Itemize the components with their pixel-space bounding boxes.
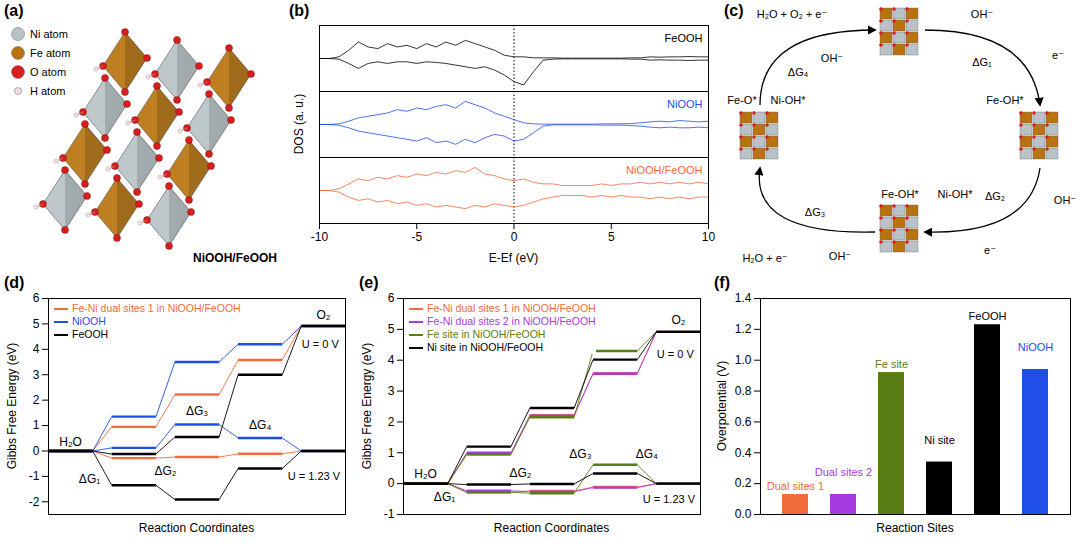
html-text:E-Ef (eV): E-Ef (eV) — [488, 251, 539, 265]
html-text:Reaction Coordinates: Reaction Coordinates — [493, 521, 610, 535]
svg-text:1: 1 — [33, 418, 40, 432]
svg-text:0.6: 0.6 — [735, 415, 752, 429]
svg-text:U = 0 V: U = 0 V — [302, 338, 340, 350]
svg-text:-2: -2 — [29, 495, 40, 509]
svg-text:H₂O: H₂O — [59, 435, 82, 449]
html-text:(e): (e) — [359, 274, 379, 291]
svg-text:6: 6 — [388, 291, 395, 305]
html-text:DOS (a. u.): DOS (a. u.) — [292, 93, 306, 155]
svg-text:1.4: 1.4 — [735, 291, 752, 305]
svg-text:5: 5 — [608, 230, 615, 244]
svg-text:-1: -1 — [29, 469, 40, 483]
svg-text:3: 3 — [33, 368, 40, 382]
svg-text:0.4: 0.4 — [735, 446, 752, 460]
html-text:Gibbs Free Energy (eV): Gibbs Free Energy (eV) — [360, 342, 374, 470]
svg-text:Ni-OH*: Ni-OH* — [938, 188, 974, 200]
svg-text:5: 5 — [388, 322, 395, 336]
svg-text:10: 10 — [702, 230, 716, 244]
html-text:Gibbs Free Energy (eV): Gibbs Free Energy (eV) — [5, 342, 19, 470]
svg-text:ΔG₄: ΔG₄ — [788, 66, 809, 78]
svg-text:O₂: O₂ — [671, 313, 685, 327]
html-text:Fe-Ni dual sites 1 in NiOOH/Fe: Fe-Ni dual sites 1 in NiOOH/FeOOH — [72, 302, 241, 314]
svg-text:Ni atom: Ni atom — [30, 28, 68, 40]
html-text:Overpotential (V): Overpotential (V) — [715, 360, 729, 452]
svg-text:Fe-O*: Fe-O* — [727, 94, 757, 106]
svg-text:0: 0 — [511, 230, 518, 244]
html-text:NiOOH: NiOOH — [72, 315, 106, 327]
svg-text:-1: -1 — [384, 507, 395, 521]
svg-text:Fe-OH*: Fe-OH* — [986, 94, 1024, 106]
html-text:Fe-Ni dual sites 2 in NiOOH/Fe: Fe-Ni dual sites 2 in NiOOH/FeOOH — [427, 315, 596, 327]
svg-text:0.8: 0.8 — [735, 384, 752, 398]
svg-text:e⁻: e⁻ — [984, 244, 996, 256]
svg-text:1.0: 1.0 — [735, 353, 752, 367]
svg-text:ΔG₄: ΔG₄ — [249, 418, 271, 432]
svg-text:Fe atom: Fe atom — [30, 47, 70, 59]
svg-text:NiOOH/FeOOH: NiOOH/FeOOH — [626, 164, 702, 176]
svg-text:3: 3 — [388, 384, 395, 398]
svg-text:OH⁻: OH⁻ — [971, 8, 994, 20]
html-text:(b): (b) — [289, 2, 310, 19]
svg-text:2: 2 — [388, 415, 395, 429]
svg-text:O atom: O atom — [30, 66, 66, 78]
svg-text:ΔG₃: ΔG₃ — [569, 447, 591, 461]
svg-text:-5: -5 — [411, 230, 422, 244]
svg-text:Dual sites 2: Dual sites 2 — [815, 466, 872, 478]
svg-text:NiOOH: NiOOH — [667, 98, 703, 110]
svg-text:OH⁻: OH⁻ — [829, 250, 852, 262]
svg-text:Fe site: Fe site — [875, 358, 908, 370]
svg-text:U = 1.23 V: U = 1.23 V — [643, 493, 696, 505]
svg-text:ΔG₃: ΔG₃ — [805, 206, 825, 218]
svg-text:0: 0 — [388, 476, 395, 490]
html-text:FeOOH: FeOOH — [72, 328, 109, 340]
html-text:(a): (a) — [4, 2, 24, 19]
svg-text:H atom: H atom — [30, 85, 65, 97]
html-text:Reaction Sites: Reaction Sites — [876, 521, 954, 535]
svg-text:5: 5 — [33, 317, 40, 331]
svg-text:Dual sites 1: Dual sites 1 — [767, 480, 824, 492]
svg-text:H₂O + e⁻: H₂O + e⁻ — [742, 252, 787, 264]
svg-text:6: 6 — [33, 291, 40, 305]
svg-text:0: 0 — [33, 444, 40, 458]
svg-text:O₂: O₂ — [316, 308, 330, 322]
svg-text:2: 2 — [33, 393, 40, 407]
svg-text:e⁻: e⁻ — [1052, 49, 1064, 61]
svg-text:NiOOH/FeOOH: NiOOH/FeOOH — [193, 251, 277, 265]
html-text:(d): (d) — [4, 274, 25, 291]
svg-text:ΔG₁: ΔG₁ — [972, 56, 992, 68]
svg-text:1.2: 1.2 — [735, 322, 752, 336]
svg-text:OH⁻: OH⁻ — [821, 52, 844, 64]
svg-text:H₂O + O₂ + e⁻: H₂O + O₂ + e⁻ — [757, 8, 828, 20]
html-text:Ni site in NiOOH/FeOOH: Ni site in NiOOH/FeOOH — [427, 341, 544, 353]
svg-text:Ni site: Ni site — [924, 434, 955, 446]
svg-text:0.0: 0.0 — [735, 507, 752, 521]
html-text:(c): (c) — [724, 2, 744, 19]
svg-text:FeOOH: FeOOH — [969, 310, 1007, 322]
svg-text:Ni-OH*: Ni-OH* — [771, 94, 807, 106]
svg-text:U = 0 V: U = 0 V — [657, 348, 695, 360]
svg-text:1: 1 — [388, 446, 395, 460]
html-text:Fe-Ni dual sites 1 in NiOOH/Fe: Fe-Ni dual sites 1 in NiOOH/FeOOH — [427, 302, 596, 314]
html-text:Fe site in NiOOH/FeOOH: Fe site in NiOOH/FeOOH — [427, 328, 546, 340]
svg-text:ΔG₂: ΔG₂ — [985, 190, 1005, 202]
svg-text:ΔG₂: ΔG₂ — [154, 464, 176, 478]
svg-text:ΔG₁: ΔG₁ — [434, 490, 455, 504]
svg-text:4: 4 — [388, 353, 395, 367]
svg-text:OH⁻: OH⁻ — [1054, 194, 1077, 206]
svg-text:H₂O: H₂O — [414, 467, 437, 481]
svg-text:4: 4 — [33, 342, 40, 356]
svg-text:-10: -10 — [311, 230, 329, 244]
svg-text:FeOOH: FeOOH — [665, 32, 703, 44]
html-text:(f): (f) — [714, 274, 730, 291]
svg-text:ΔG₂: ΔG₂ — [509, 466, 531, 480]
svg-text:NiOOH: NiOOH — [1018, 341, 1054, 353]
svg-text:Fe-OH*: Fe-OH* — [881, 188, 919, 200]
svg-text:ΔG₄: ΔG₄ — [636, 447, 658, 461]
svg-text:ΔG₃: ΔG₃ — [186, 404, 208, 418]
svg-text:0.2: 0.2 — [735, 476, 752, 490]
html-text:Reaction Coordinates: Reaction Coordinates — [138, 521, 255, 535]
svg-text:ΔG₁: ΔG₁ — [79, 472, 100, 486]
svg-text:U = 1.23 V: U = 1.23 V — [288, 470, 341, 482]
